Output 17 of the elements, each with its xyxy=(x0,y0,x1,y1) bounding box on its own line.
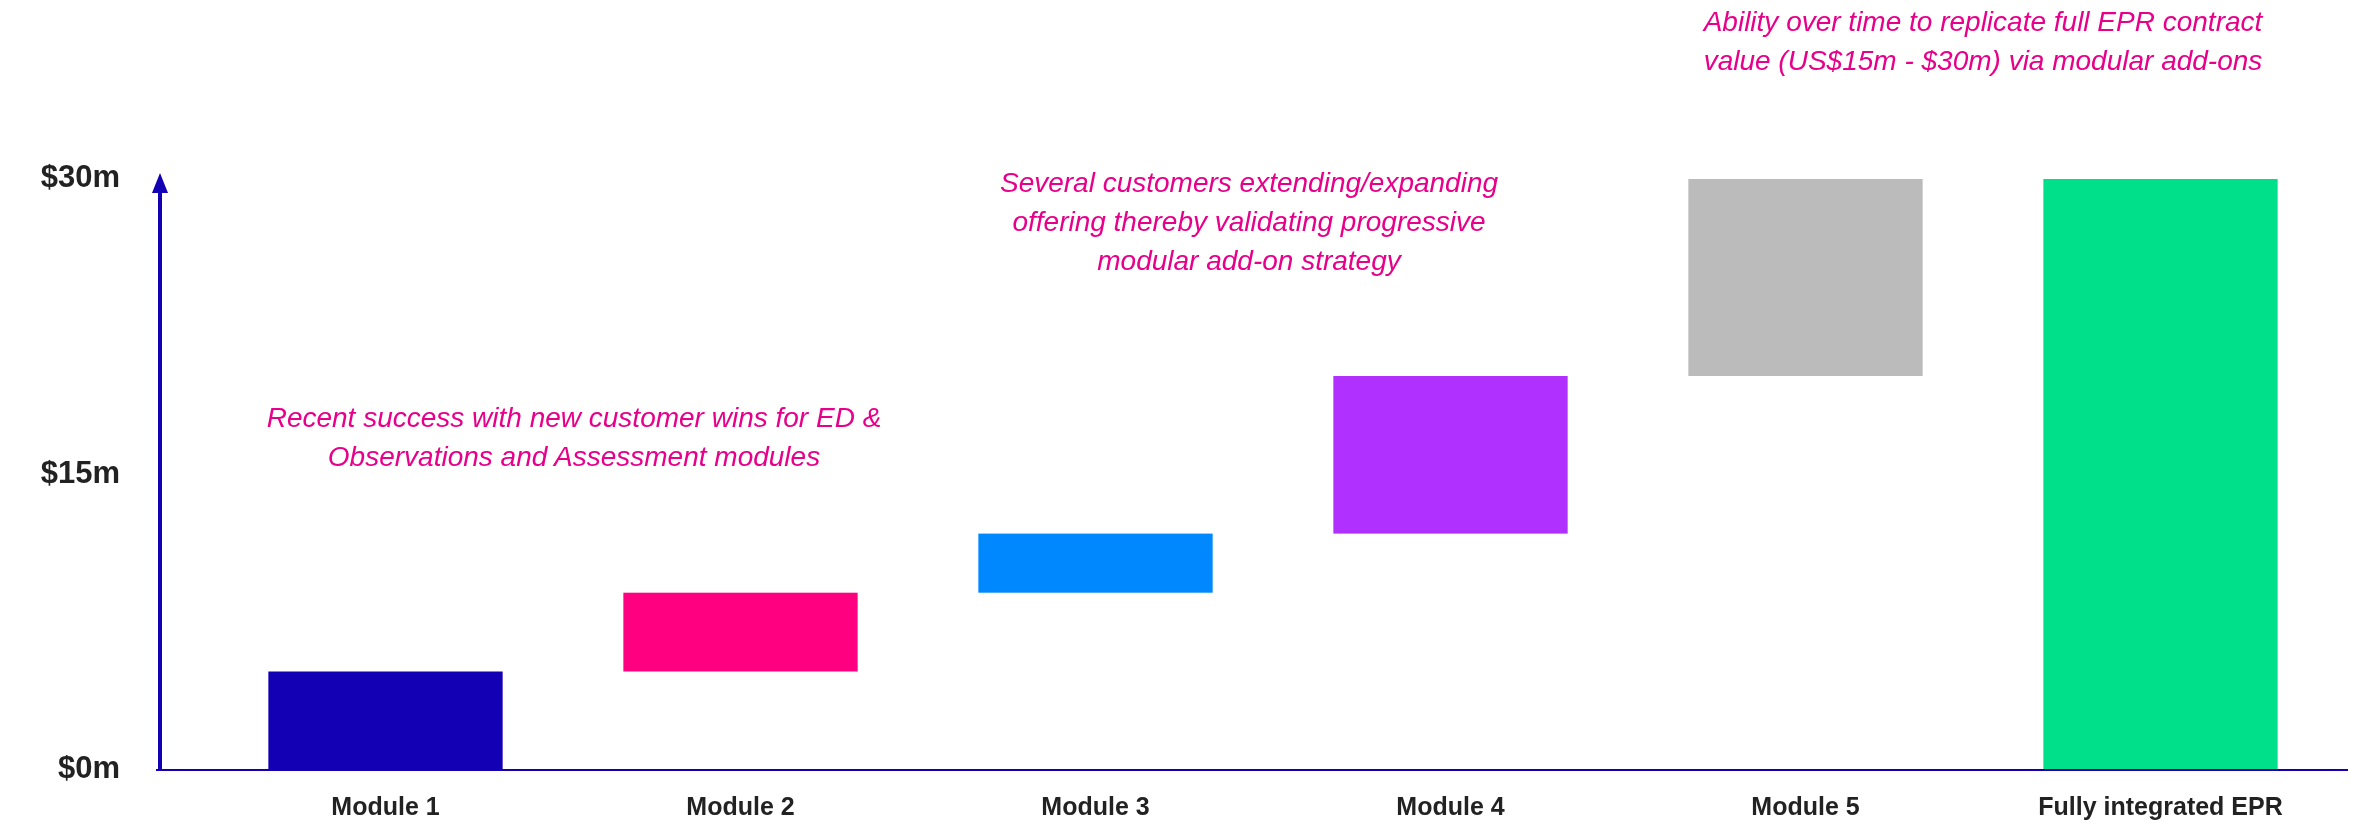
bar xyxy=(1688,179,1923,376)
bar xyxy=(2043,179,2278,770)
bar xyxy=(1333,376,1568,534)
bar xyxy=(978,533,1213,593)
x-tick-label: Module 2 xyxy=(686,791,795,820)
x-tick-label: Module 5 xyxy=(1751,791,1860,820)
annotation: Several customers extending/expanding offering thereby validating progressive modular add-on strategy xyxy=(999,167,1499,276)
x-tick-label: Fully integrated EPR xyxy=(2038,791,2283,820)
bar xyxy=(623,592,858,672)
y-tick-label: $30m xyxy=(40,159,120,195)
text: Ability over time to replicate full EPR contract value (US$15m - $30m) via modular add-ons xyxy=(1701,6,2264,76)
x-tick-label: Module 3 xyxy=(1041,791,1150,820)
x-tick-label: Module 4 xyxy=(1396,791,1505,820)
annotation: Recent success with new customer wins for ED & Observations and Assessment modules xyxy=(266,402,882,472)
x-tick-label: Module 1 xyxy=(331,791,440,820)
y-tick-label: $15m xyxy=(40,454,120,490)
y-tick-label: $0m xyxy=(57,750,120,786)
